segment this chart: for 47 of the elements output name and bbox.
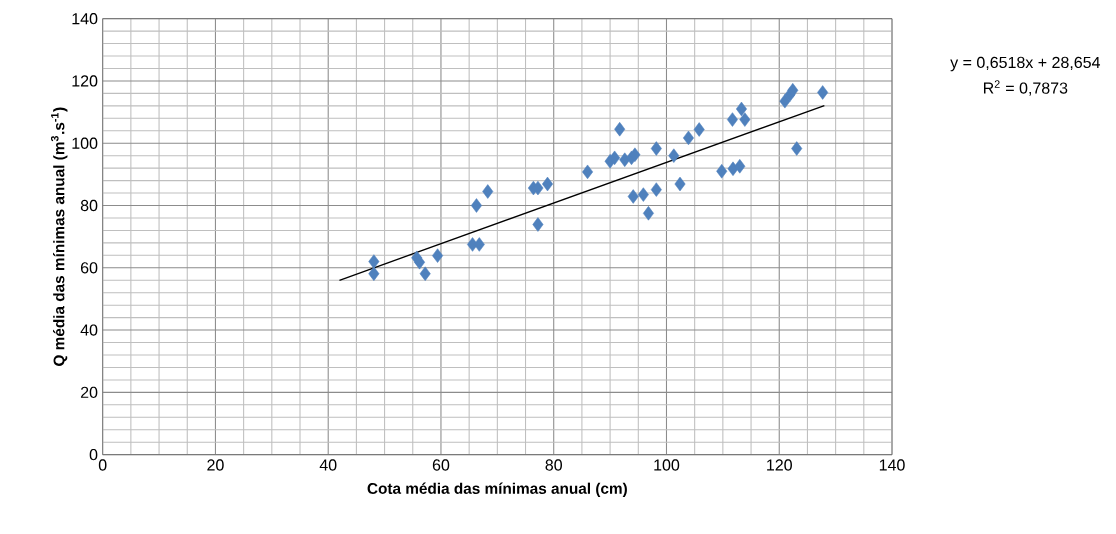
point (739, 112, 751, 127)
text: R$^{2}$ = 0,7873 (983, 80, 1068, 96)
x-tick-label: 20 (207, 459, 224, 471)
point (726, 112, 738, 127)
point (582, 164, 594, 180)
x-tick-label: 120 (767, 459, 792, 471)
point (532, 217, 544, 232)
point (414, 254, 426, 270)
y-tick-label: 100 (72, 137, 98, 149)
point (432, 248, 444, 263)
point (791, 141, 803, 156)
text: y = 0,6518x + 28,654 (950, 56, 1101, 72)
x-tick-label: 140 (879, 459, 905, 471)
x-tick-label: 100 (654, 459, 680, 471)
y-tick-label: 40 (80, 324, 98, 336)
x-tick-label: 60 (432, 459, 450, 471)
point (787, 83, 799, 98)
y-tick-label: 0 (89, 448, 98, 461)
point (817, 85, 829, 100)
y-axis-title: Q média das mínimas anual (m$^{3}$.s$^{-1}$) (50, 107, 68, 366)
point (650, 182, 662, 197)
point (482, 184, 494, 199)
y-tick-label: 140 (72, 13, 98, 25)
point (637, 187, 649, 202)
point (668, 148, 680, 163)
point (642, 206, 654, 221)
point (627, 189, 639, 204)
point (419, 266, 431, 281)
point (674, 176, 686, 192)
x-tick-label: 80 (545, 459, 562, 471)
x-tick-label: 40 (319, 459, 337, 471)
point (368, 254, 380, 269)
point (716, 164, 728, 179)
x-axis-title: Cota média das mínimas anual (cm) (367, 482, 627, 497)
y-tick-label: 20 (80, 386, 98, 399)
point (734, 159, 746, 174)
point (614, 122, 626, 137)
y-tick-label: 60 (80, 262, 98, 274)
point (609, 150, 621, 166)
point (629, 147, 641, 162)
x-tick-label: 0 (98, 459, 107, 471)
point (650, 141, 662, 156)
point (368, 266, 380, 281)
y-tick-label: 80 (80, 199, 98, 212)
point (471, 198, 482, 213)
point (693, 122, 705, 137)
y-tick-label: 120 (72, 75, 98, 87)
